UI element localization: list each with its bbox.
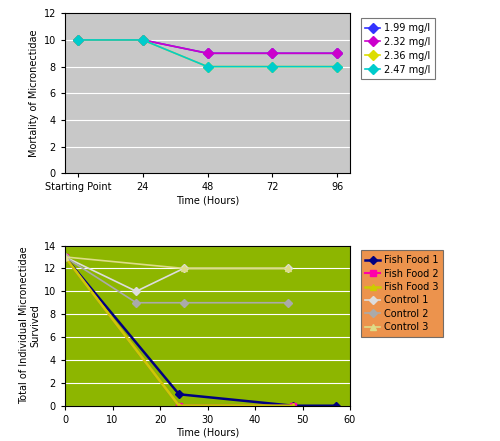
2.47 mg/l [140, 37, 145, 43]
X-axis label: Time (Hours): Time (Hours) [176, 427, 239, 437]
Line: Fish Food 1: Fish Food 1 [62, 254, 338, 408]
2.36 mg/l [75, 37, 81, 43]
Line: 2.47 mg/l: 2.47 mg/l [74, 37, 340, 70]
Fish Food 3 [62, 254, 68, 260]
Control 2 [62, 254, 68, 260]
Legend: 1.99 mg/l, 2.32 mg/l, 2.36 mg/l, 2.47 mg/l: 1.99 mg/l, 2.32 mg/l, 2.36 mg/l, 2.47 mg… [360, 18, 435, 79]
Line: Control 3: Control 3 [62, 254, 292, 272]
Fish Food 2 [62, 254, 68, 260]
Line: Fish Food 3: Fish Food 3 [62, 254, 296, 409]
2.47 mg/l [334, 64, 340, 69]
Line: Fish Food 2: Fish Food 2 [62, 254, 296, 409]
2.47 mg/l [75, 37, 81, 43]
1.99 mg/l [204, 51, 210, 56]
Control 1 [62, 254, 68, 260]
1.99 mg/l [270, 51, 276, 56]
1.99 mg/l [75, 37, 81, 43]
2.36 mg/l [140, 37, 145, 43]
Fish Food 1 [62, 254, 68, 260]
Fish Food 3 [290, 403, 296, 408]
2.32 mg/l [204, 51, 210, 56]
2.36 mg/l [204, 64, 210, 69]
2.32 mg/l [334, 51, 340, 56]
1.99 mg/l [140, 37, 145, 43]
Fish Food 2 [176, 403, 182, 408]
Y-axis label: Total of Individual Micronectidae
Survived: Total of Individual Micronectidae Surviv… [19, 247, 41, 404]
2.36 mg/l [270, 64, 276, 69]
Control 3 [285, 266, 291, 271]
Line: 2.32 mg/l: 2.32 mg/l [74, 37, 340, 57]
Legend: Fish Food 1, Fish Food 2, Fish Food 3, Control 1, Control 2, Control 3: Fish Food 1, Fish Food 2, Fish Food 3, C… [360, 250, 444, 337]
Control 2 [285, 300, 291, 305]
2.32 mg/l [270, 51, 276, 56]
Control 1 [133, 289, 139, 294]
Line: Control 1: Control 1 [62, 254, 291, 294]
1.99 mg/l [334, 51, 340, 56]
2.32 mg/l [75, 37, 81, 43]
Control 1 [181, 266, 187, 271]
Line: Control 2: Control 2 [62, 254, 291, 306]
Fish Food 1 [176, 392, 182, 397]
Fish Food 3 [176, 403, 182, 408]
Control 2 [181, 300, 187, 305]
Fish Food 1 [290, 403, 296, 408]
2.32 mg/l [140, 37, 145, 43]
Control 1 [285, 266, 291, 271]
2.47 mg/l [204, 64, 210, 69]
Control 2 [133, 300, 139, 305]
Line: 2.36 mg/l: 2.36 mg/l [74, 37, 340, 70]
Line: 1.99 mg/l: 1.99 mg/l [74, 37, 340, 57]
Control 3 [181, 266, 187, 271]
X-axis label: Time (Hours): Time (Hours) [176, 195, 239, 205]
2.47 mg/l [270, 64, 276, 69]
Fish Food 2 [290, 403, 296, 408]
Control 3 [62, 254, 68, 260]
Fish Food 1 [333, 403, 339, 408]
2.36 mg/l [334, 64, 340, 69]
Y-axis label: Mortality of Micronectidae: Mortality of Micronectidae [30, 30, 40, 157]
